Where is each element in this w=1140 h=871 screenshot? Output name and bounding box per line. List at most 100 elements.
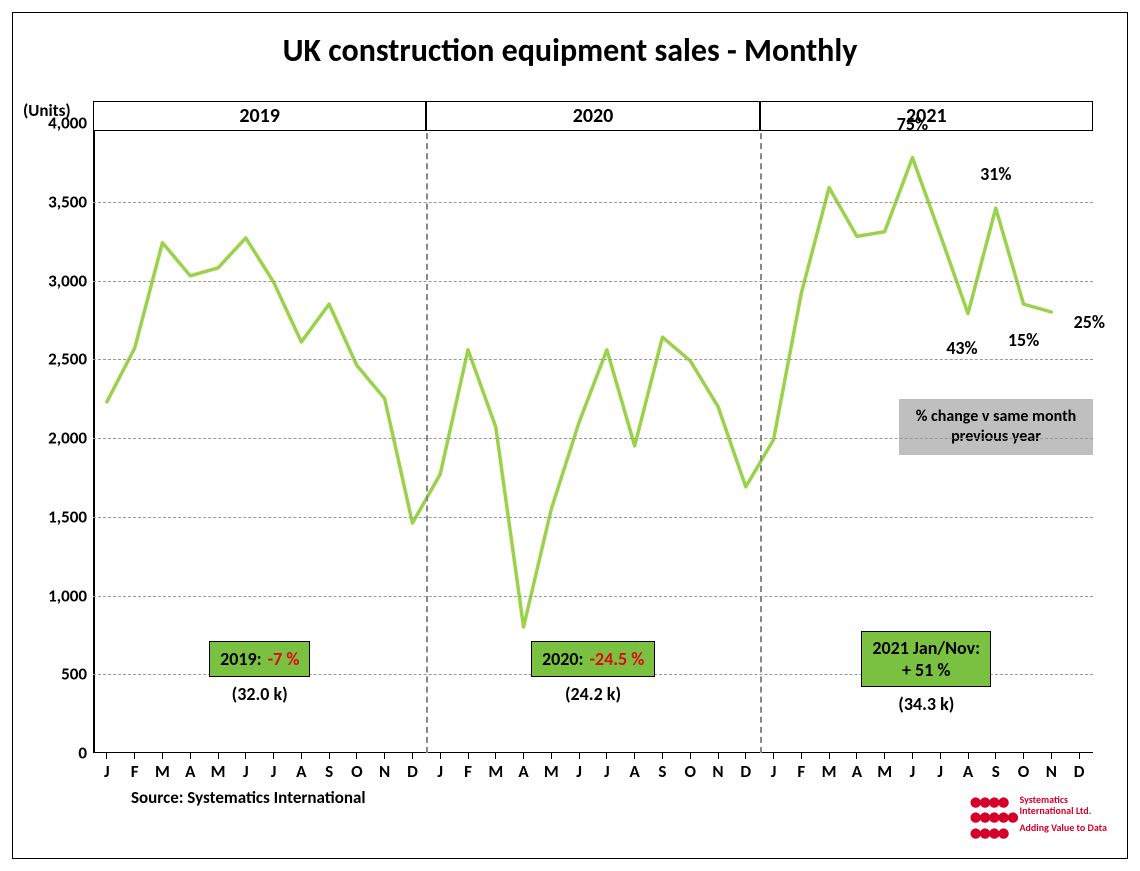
- gridline: [93, 438, 1093, 439]
- x-tick: [356, 753, 357, 759]
- x-tick-label: N: [374, 761, 396, 782]
- y-tick-label: 4,000: [35, 113, 87, 134]
- x-tick-label: J: [763, 761, 785, 782]
- y-tick-label: 500: [35, 664, 87, 685]
- year-summary-box: 2019:-7 %: [209, 641, 310, 677]
- x-tick-label: J: [96, 761, 118, 782]
- x-tick-label: O: [1013, 761, 1035, 782]
- x-tick: [606, 753, 607, 759]
- x-tick: [995, 753, 996, 759]
- x-tick-label: A: [179, 761, 201, 782]
- x-tick-label: S: [318, 761, 340, 782]
- x-tick: [718, 753, 719, 759]
- gridline: [93, 281, 1093, 282]
- x-tick: [551, 753, 552, 759]
- x-tick-label: M: [540, 761, 562, 782]
- chart-title: UK construction equipment sales - Monthl…: [13, 31, 1127, 70]
- x-tick-label: M: [151, 761, 173, 782]
- x-tick: [1051, 753, 1052, 759]
- year-header: 2019: [93, 101, 426, 131]
- x-tick: [329, 753, 330, 759]
- legend-pct-change: % change v same month previous year: [899, 399, 1093, 455]
- point-pct-label: 15%: [1008, 329, 1039, 351]
- x-tick-label: A: [290, 761, 312, 782]
- x-tick-label: M: [874, 761, 896, 782]
- x-tick: [440, 753, 441, 759]
- point-pct-label: 43%: [946, 337, 977, 359]
- x-tick: [412, 753, 413, 759]
- x-tick: [245, 753, 246, 759]
- x-tick: [579, 753, 580, 759]
- x-tick: [662, 753, 663, 759]
- x-tick: [968, 753, 969, 759]
- x-tick-label: J: [429, 761, 451, 782]
- x-tick: [384, 753, 385, 759]
- logo-text-2: International Ltd.: [1020, 805, 1108, 816]
- x-tick: [745, 753, 746, 759]
- x-tick: [1023, 753, 1024, 759]
- x-tick: [495, 753, 496, 759]
- x-tick: [301, 753, 302, 759]
- x-tick-label: A: [624, 761, 646, 782]
- x-tick-label: O: [346, 761, 368, 782]
- x-tick-label: S: [985, 761, 1007, 782]
- y-tick-label: 3,000: [35, 270, 87, 291]
- x-tick: [523, 753, 524, 759]
- y-tick-label: 3,500: [35, 191, 87, 212]
- x-tick-label: O: [679, 761, 701, 782]
- x-tick-label: A: [513, 761, 535, 782]
- x-tick-label: S: [651, 761, 673, 782]
- x-tick-label: J: [263, 761, 285, 782]
- year-summary-box: 2021 Jan/Nov:+ 51 %: [861, 631, 991, 687]
- x-tick: [273, 753, 274, 759]
- x-tick: [162, 753, 163, 759]
- x-tick-label: J: [901, 761, 923, 782]
- x-tick-label: D: [735, 761, 757, 782]
- x-tick: [884, 753, 885, 759]
- y-tick-label: 1,500: [35, 506, 87, 527]
- x-tick: [468, 753, 469, 759]
- x-tick-label: A: [846, 761, 868, 782]
- x-tick: [134, 753, 135, 759]
- y-tick-label: 2,500: [35, 349, 87, 370]
- year-divider: [760, 123, 762, 753]
- x-tick-label: F: [124, 761, 146, 782]
- x-tick-label: M: [485, 761, 507, 782]
- x-tick: [801, 753, 802, 759]
- x-tick: [856, 753, 857, 759]
- x-tick-label: F: [457, 761, 479, 782]
- x-tick: [690, 753, 691, 759]
- y-tick-label: 0: [35, 743, 87, 764]
- x-tick: [190, 753, 191, 759]
- year-summary-total: (32.0 k): [232, 683, 288, 705]
- x-tick: [940, 753, 941, 759]
- year-summary-box: 2020:-24.5 %: [531, 641, 655, 677]
- point-pct-label: 25%: [1074, 311, 1105, 333]
- year-divider: [426, 123, 428, 753]
- gridline: [93, 202, 1093, 203]
- x-tick-label: D: [1068, 761, 1090, 782]
- x-tick: [218, 753, 219, 759]
- x-tick-label: F: [790, 761, 812, 782]
- gridline: [93, 359, 1093, 360]
- x-tick-label: J: [235, 761, 257, 782]
- y-tick-label: 1,000: [35, 585, 87, 606]
- x-tick-label: D: [401, 761, 423, 782]
- gridline: [93, 596, 1093, 597]
- x-tick-label: J: [929, 761, 951, 782]
- gridline: [93, 517, 1093, 518]
- brand-logo: ●●●● ●●●●● ●●●● Systematics Internationa…: [969, 794, 1107, 840]
- y-tick-label: 2,000: [35, 428, 87, 449]
- x-tick-label: A: [957, 761, 979, 782]
- x-tick: [634, 753, 635, 759]
- point-pct-label: 31%: [980, 163, 1011, 185]
- x-tick: [106, 753, 107, 759]
- x-tick-label: M: [207, 761, 229, 782]
- x-tick-label: N: [707, 761, 729, 782]
- source-label: Source: Systematics International: [131, 787, 366, 808]
- x-tick: [912, 753, 913, 759]
- chart-frame: UK construction equipment sales - Monthl…: [12, 12, 1128, 859]
- point-pct-label: 75%: [897, 113, 928, 135]
- x-tick-label: N: [1040, 761, 1062, 782]
- x-tick-label: M: [818, 761, 840, 782]
